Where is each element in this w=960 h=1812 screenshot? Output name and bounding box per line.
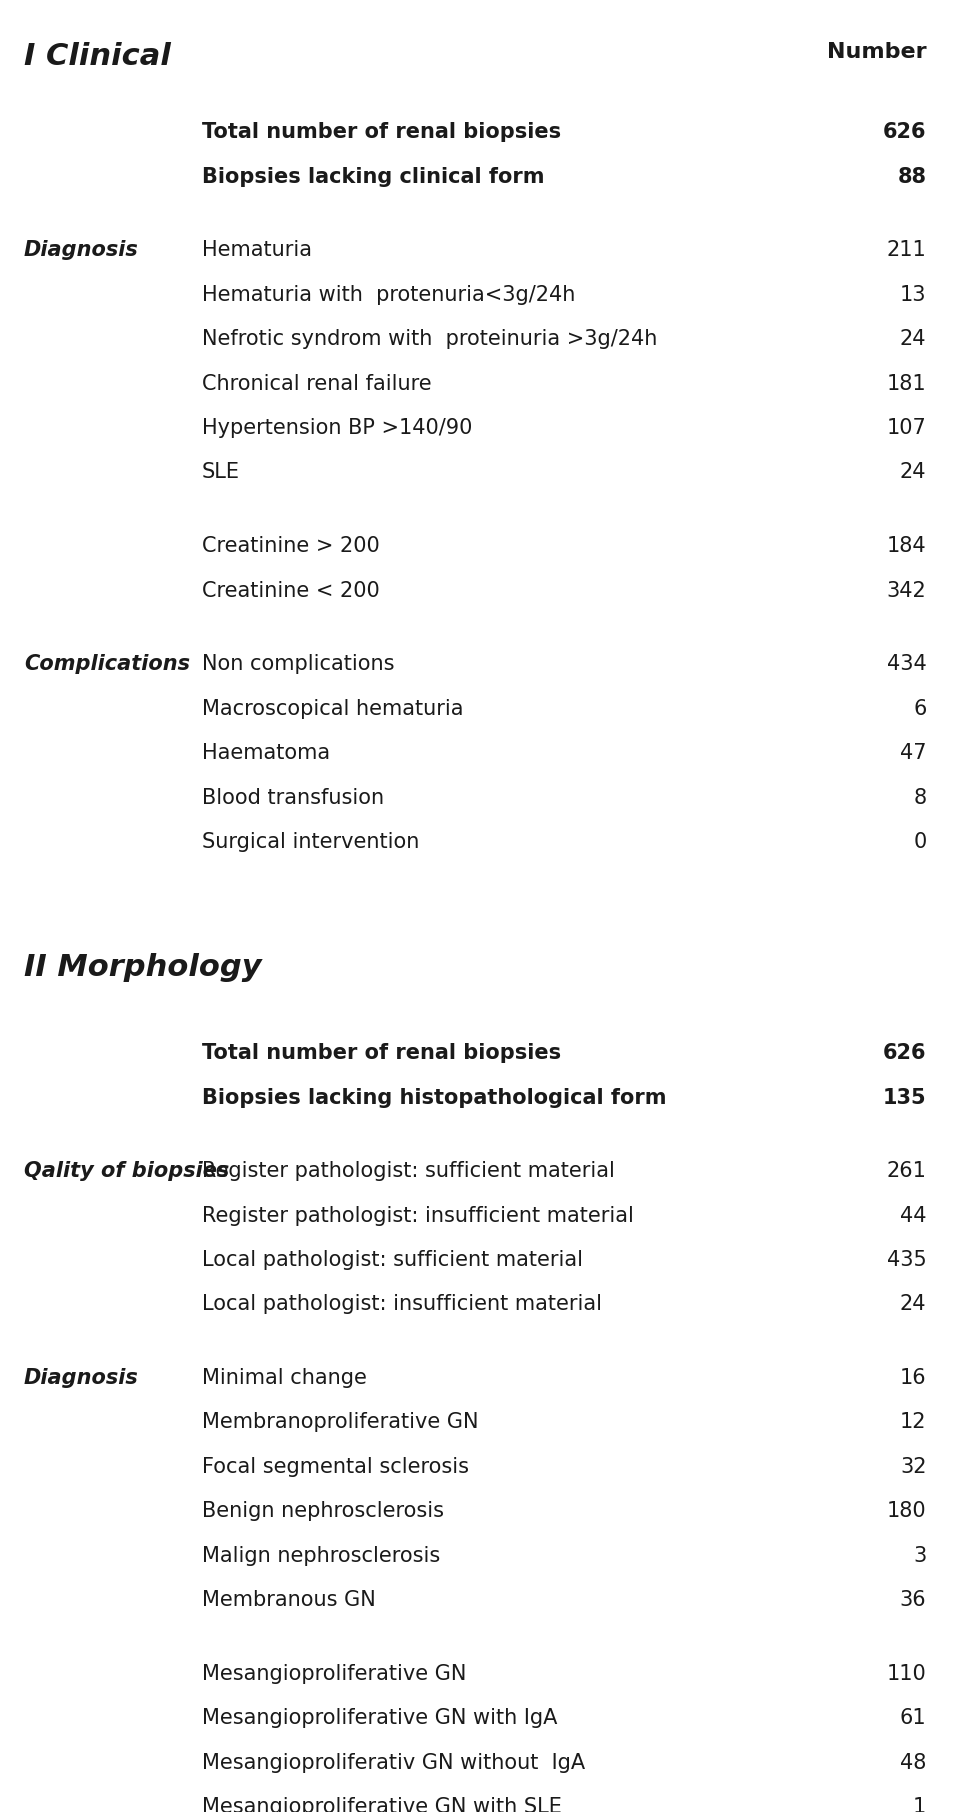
Text: 24: 24 bbox=[900, 462, 926, 482]
Text: Creatinine < 200: Creatinine < 200 bbox=[202, 580, 379, 600]
Text: Mesangioproliferativ GN without  IgA: Mesangioproliferativ GN without IgA bbox=[202, 1752, 585, 1772]
Text: Chronical renal failure: Chronical renal failure bbox=[202, 373, 431, 393]
Text: Membranous GN: Membranous GN bbox=[202, 1591, 375, 1611]
Text: Register pathologist: sufficient material: Register pathologist: sufficient materia… bbox=[202, 1161, 614, 1181]
Text: Mesangioproliferative GN with SLE: Mesangioproliferative GN with SLE bbox=[202, 1798, 562, 1812]
Text: 135: 135 bbox=[883, 1087, 926, 1107]
Text: Nefrotic syndrom with  proteinuria >3g/24h: Nefrotic syndrom with proteinuria >3g/24… bbox=[202, 330, 657, 350]
Text: 3: 3 bbox=[913, 1546, 926, 1566]
Text: Biopsies lacking clinical form: Biopsies lacking clinical form bbox=[202, 167, 544, 187]
Text: Surgical intervention: Surgical intervention bbox=[202, 832, 419, 852]
Text: Benign nephrosclerosis: Benign nephrosclerosis bbox=[202, 1502, 444, 1522]
Text: Malign nephrosclerosis: Malign nephrosclerosis bbox=[202, 1546, 440, 1566]
Text: 434: 434 bbox=[887, 654, 926, 674]
Text: Hematuria with  protenuria<3g/24h: Hematuria with protenuria<3g/24h bbox=[202, 284, 575, 304]
Text: Diagnosis: Diagnosis bbox=[24, 241, 139, 261]
Text: Mesangioproliferative GN with IgA: Mesangioproliferative GN with IgA bbox=[202, 1709, 557, 1729]
Text: 342: 342 bbox=[887, 580, 926, 600]
Text: Local pathologist: sufficient material: Local pathologist: sufficient material bbox=[202, 1250, 583, 1270]
Text: Membranoproliferative GN: Membranoproliferative GN bbox=[202, 1413, 478, 1433]
Text: Hematuria: Hematuria bbox=[202, 241, 312, 261]
Text: 181: 181 bbox=[887, 373, 926, 393]
Text: 44: 44 bbox=[900, 1205, 926, 1225]
Text: 180: 180 bbox=[887, 1502, 926, 1522]
Text: Local pathologist: insufficient material: Local pathologist: insufficient material bbox=[202, 1294, 602, 1314]
Text: 6: 6 bbox=[913, 699, 926, 719]
Text: 13: 13 bbox=[900, 284, 926, 304]
Text: Macroscopical hematuria: Macroscopical hematuria bbox=[202, 699, 463, 719]
Text: 24: 24 bbox=[900, 1294, 926, 1314]
Text: Diagnosis: Diagnosis bbox=[24, 1368, 139, 1388]
Text: Non complications: Non complications bbox=[202, 654, 395, 674]
Text: SLE: SLE bbox=[202, 462, 240, 482]
Text: 110: 110 bbox=[887, 1663, 926, 1683]
Text: 61: 61 bbox=[900, 1709, 926, 1729]
Text: Number: Number bbox=[827, 42, 926, 62]
Text: 48: 48 bbox=[900, 1752, 926, 1772]
Text: 626: 626 bbox=[883, 121, 926, 141]
Text: Haematoma: Haematoma bbox=[202, 743, 329, 763]
Text: 24: 24 bbox=[900, 330, 926, 350]
Text: 261: 261 bbox=[886, 1161, 926, 1181]
Text: 1: 1 bbox=[913, 1798, 926, 1812]
Text: Minimal change: Minimal change bbox=[202, 1368, 367, 1388]
Text: Biopsies lacking histopathological form: Biopsies lacking histopathological form bbox=[202, 1087, 666, 1107]
Text: 107: 107 bbox=[887, 419, 926, 439]
Text: 184: 184 bbox=[887, 536, 926, 556]
Text: 0: 0 bbox=[913, 832, 926, 852]
Text: 626: 626 bbox=[883, 1044, 926, 1064]
Text: 211: 211 bbox=[887, 241, 926, 261]
Text: 36: 36 bbox=[900, 1591, 926, 1611]
Text: Register pathologist: insufficient material: Register pathologist: insufficient mater… bbox=[202, 1205, 634, 1225]
Text: 88: 88 bbox=[898, 167, 926, 187]
Text: II Morphology: II Morphology bbox=[24, 953, 262, 982]
Text: Creatinine > 200: Creatinine > 200 bbox=[202, 536, 379, 556]
Text: I Clinical: I Clinical bbox=[24, 42, 171, 71]
Text: Total number of renal biopsies: Total number of renal biopsies bbox=[202, 1044, 561, 1064]
Text: Blood transfusion: Blood transfusion bbox=[202, 788, 384, 808]
Text: Complications: Complications bbox=[24, 654, 190, 674]
Text: 47: 47 bbox=[900, 743, 926, 763]
Text: Hypertension BP >140/90: Hypertension BP >140/90 bbox=[202, 419, 472, 439]
Text: 435: 435 bbox=[887, 1250, 926, 1270]
Text: 12: 12 bbox=[900, 1413, 926, 1433]
Text: Total number of renal biopsies: Total number of renal biopsies bbox=[202, 121, 561, 141]
Text: 8: 8 bbox=[913, 788, 926, 808]
Text: Mesangioproliferative GN: Mesangioproliferative GN bbox=[202, 1663, 466, 1683]
Text: 32: 32 bbox=[900, 1457, 926, 1477]
Text: 16: 16 bbox=[900, 1368, 926, 1388]
Text: Qality of biopsies: Qality of biopsies bbox=[24, 1161, 229, 1181]
Text: Focal segmental sclerosis: Focal segmental sclerosis bbox=[202, 1457, 468, 1477]
